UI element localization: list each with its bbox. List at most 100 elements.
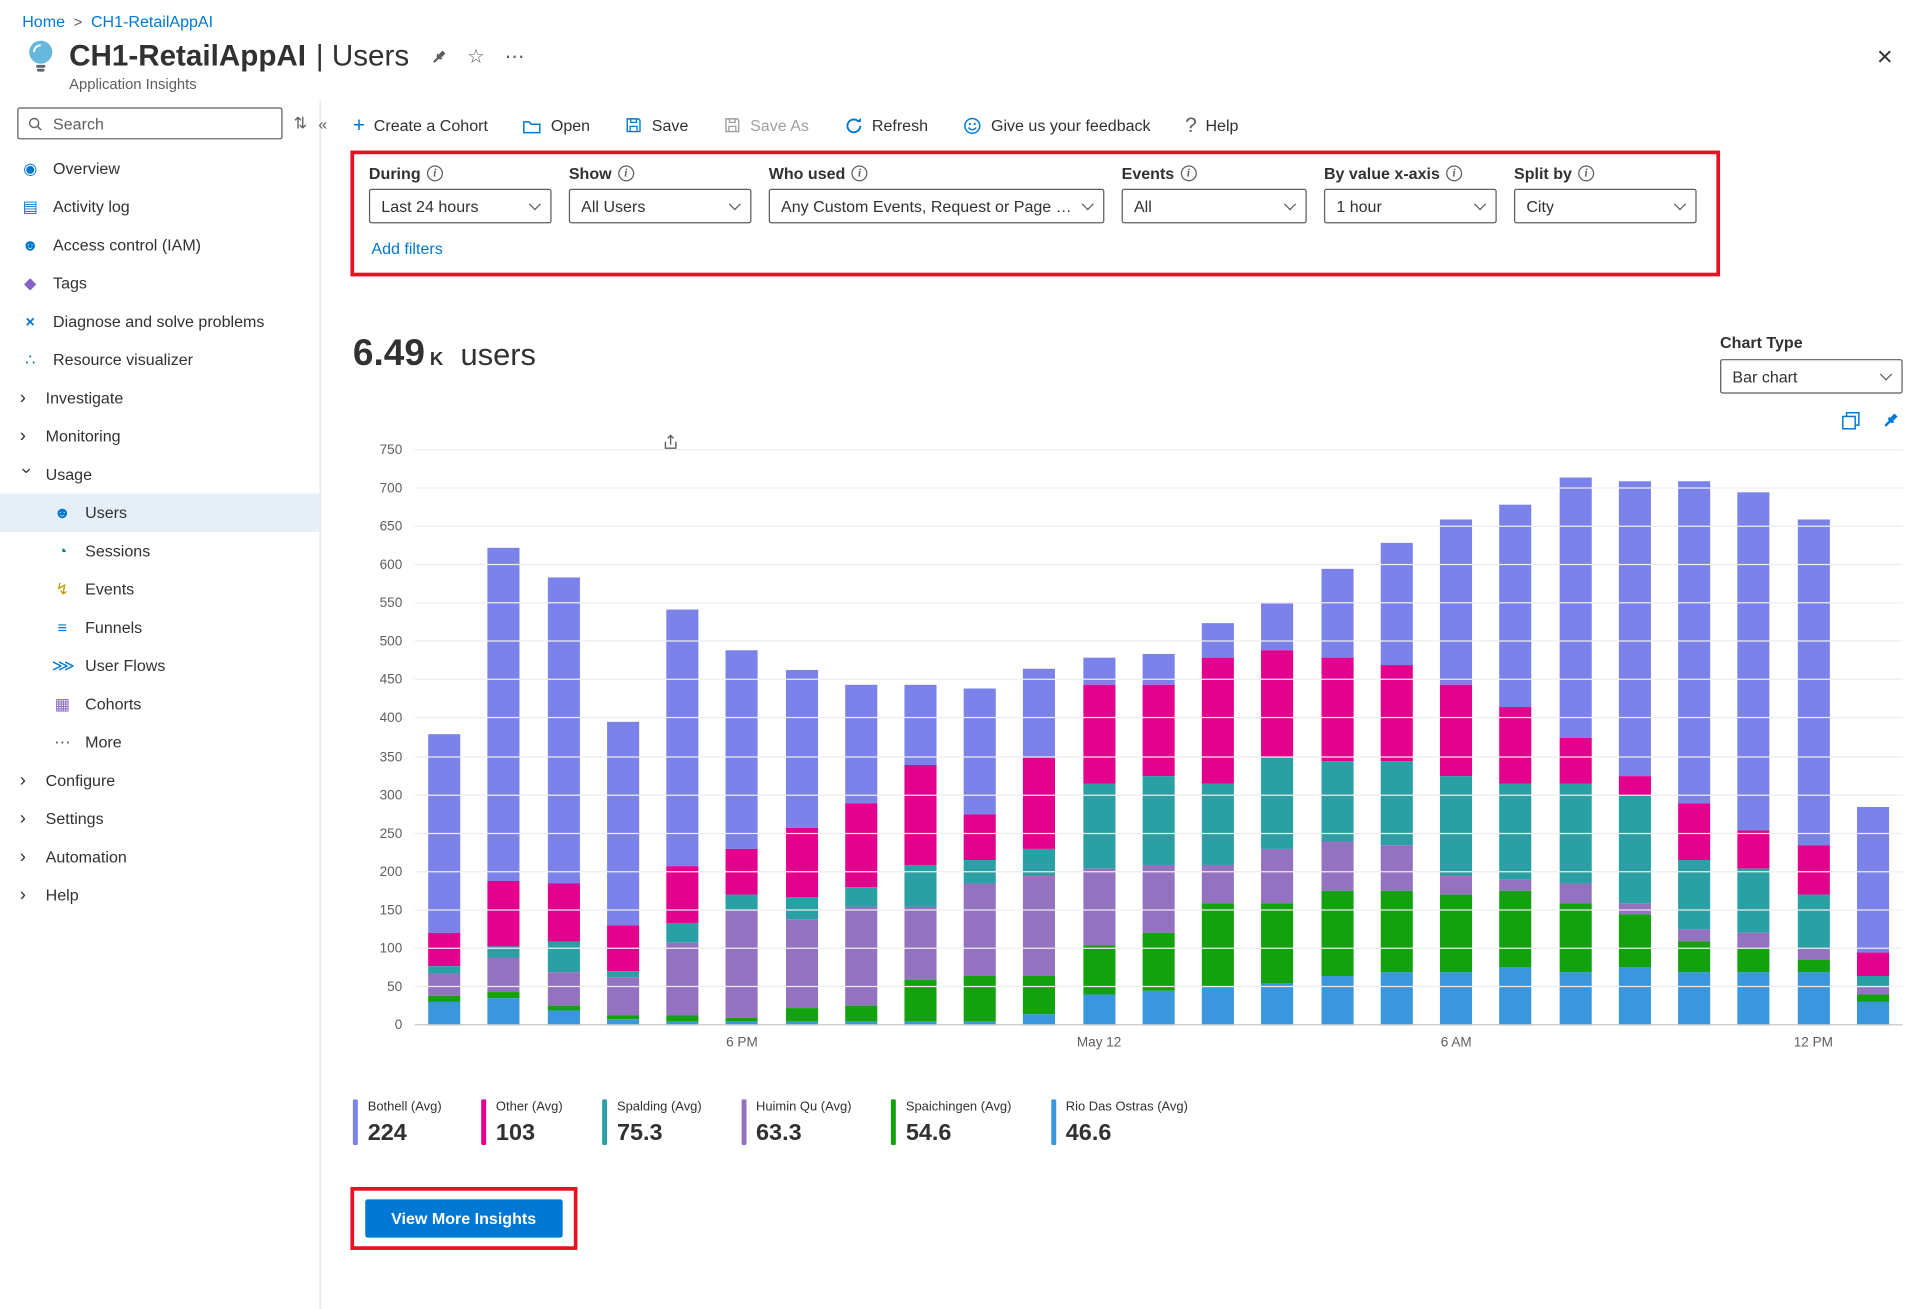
sidebar-item-funnels[interactable]: ≡ Funnels	[0, 608, 320, 646]
help-button[interactable]: ? Help	[1185, 115, 1238, 136]
grid-line	[414, 794, 1903, 796]
info-icon[interactable]: i	[1578, 165, 1595, 182]
bar-segment-rio-das-ostras	[1737, 971, 1770, 1026]
export-chart-icon[interactable]	[661, 433, 680, 452]
bar-segment-bothell	[606, 721, 639, 925]
add-filters-link[interactable]: Add filters	[371, 239, 443, 258]
bar-segment-huimin-qu	[725, 910, 758, 1018]
bar-segment-spaichingen	[1856, 994, 1889, 1003]
bar-segment-other	[1856, 952, 1889, 976]
bar-segment-bothell	[547, 576, 580, 884]
sidebar-item-tags[interactable]: ◆ Tags	[0, 264, 320, 302]
collapse-sidebar-icon[interactable]: «	[318, 114, 328, 133]
save-button[interactable]: Save	[625, 116, 688, 134]
sidebar-item-settings[interactable]: › Settings	[0, 800, 320, 838]
grid-line	[414, 640, 1903, 643]
y-axis-tick-label: 250	[379, 826, 403, 842]
sidebar-item-usage[interactable]: › Usage	[0, 455, 320, 493]
x-axis-tick-label: 6 PM	[726, 1035, 758, 1051]
sidebar-item-sessions[interactable]: ◔ Sessions	[0, 532, 320, 570]
filter-dropdown-who-used[interactable]: Any Custom Events, Request or Page View	[768, 188, 1105, 224]
bar-segment-other	[1142, 684, 1175, 777]
info-icon[interactable]: i	[851, 165, 868, 182]
sidebar-item-automation[interactable]: › Automation	[0, 838, 320, 876]
view-more-insights-button[interactable]: View More Insights	[365, 1199, 563, 1238]
legend-series-name: Other (Avg)	[495, 1099, 563, 1115]
sidebar-item-access-control-iam[interactable]: ☻ Access control (IAM)	[0, 226, 320, 264]
chevron-right-icon: ›	[19, 425, 26, 447]
sidebar-item-monitoring[interactable]: › Monitoring	[0, 417, 320, 455]
grid-line	[414, 717, 1903, 719]
sidebar-item-investigate[interactable]: › Investigate	[0, 379, 320, 417]
info-icon[interactable]: i	[1180, 165, 1197, 182]
legend-series-average: 224	[367, 1120, 407, 1147]
bar-segment-bothell	[1499, 504, 1532, 708]
chart-type-dropdown[interactable]: Bar chart	[1720, 359, 1903, 394]
bar-segment-huimin-qu	[666, 942, 699, 1016]
search-input[interactable]	[50, 112, 273, 134]
legend-text: Spaichingen (Avg) 54.6	[906, 1099, 1012, 1145]
bar-segment-other	[666, 865, 699, 924]
bar-segment-spalding	[785, 896, 818, 920]
toolbar-button-label: Give us your feedback	[990, 115, 1151, 135]
chart-bar	[487, 450, 520, 1026]
pin-chart-icon[interactable]	[1880, 411, 1900, 431]
events-icon: ↯	[55, 579, 70, 598]
sidebar-item-configure[interactable]: › Configure	[0, 761, 320, 799]
open-button[interactable]: Open	[522, 115, 590, 135]
bar-segment-huimin-qu	[606, 977, 639, 1016]
refresh-button[interactable]: Refresh	[843, 115, 928, 135]
filter-dropdown-by-value-x-axis[interactable]: 1 hour	[1323, 188, 1497, 224]
sidebar-item-diagnose-and-solve-problems[interactable]: × Diagnose and solve problems	[0, 302, 320, 340]
sidebar-item-resource-visualizer[interactable]: ∴ Resource visualizer	[0, 341, 320, 379]
filter-label-text: Split by	[1513, 164, 1572, 183]
breadcrumb-link-ch1-retailappai[interactable]: CH1-RetailAppAI	[90, 12, 214, 31]
info-icon[interactable]: i	[1446, 165, 1463, 182]
legend-item-other: Other (Avg) 103	[481, 1099, 563, 1146]
create-a-cohort-button[interactable]: + Create a Cohort	[353, 115, 488, 136]
give-us-your-feedback-button[interactable]: Give us your feedback	[963, 115, 1151, 135]
bar-segment-huimin-qu	[1321, 841, 1354, 892]
bar-segment-bothell	[1618, 481, 1651, 777]
bar-segment-spalding	[1797, 895, 1830, 949]
sort-icon[interactable]: ⇅	[293, 113, 308, 133]
sidebar-item-cohorts[interactable]: ▦ Cohorts	[0, 685, 320, 723]
filter-dropdown-events[interactable]: All	[1121, 188, 1307, 224]
bar-segment-other	[1082, 684, 1116, 784]
bar-segment-spalding	[1618, 795, 1651, 903]
legend-color-stripe	[481, 1099, 487, 1146]
ellipsis-icon[interactable]: ⋯	[504, 46, 525, 68]
pin-icon[interactable]	[429, 48, 448, 67]
plus-icon: +	[352, 113, 366, 137]
bar-segment-bothell	[904, 684, 937, 765]
close-icon[interactable]: ×	[1876, 40, 1893, 72]
filter-dropdown-split-by[interactable]: City	[1513, 188, 1697, 224]
y-axis-tick-label: 200	[379, 864, 403, 880]
bar-segment-spaichingen	[1737, 948, 1770, 972]
copy-chart-icon[interactable]	[1841, 411, 1861, 431]
filter-label-text: Who used	[768, 164, 846, 183]
sidebar-item-more[interactable]: ⋯ More	[0, 723, 320, 761]
info-icon[interactable]: i	[426, 165, 443, 182]
chevron-right-icon: ›	[19, 808, 26, 830]
user-flows-icon: ⋙	[51, 655, 75, 675]
sidebar-item-activity-log[interactable]: ▤ Activity log	[0, 188, 320, 226]
sidebar-item-users[interactable]: ☻ Users	[0, 493, 320, 532]
grid-line	[414, 985, 1903, 988]
sidebar-item-events[interactable]: ↯ Events	[0, 570, 320, 608]
sidebar-item-label: Funnels	[85, 618, 143, 637]
star-icon[interactable]: ☆	[467, 46, 485, 68]
toolbar-button-label: Help	[1205, 115, 1239, 135]
activity-log-icon: ▤	[22, 196, 38, 216]
sidebar: ⇅ « ◉ Overview ▤ Activity log ☻ Access contro…	[0, 99, 327, 1309]
sidebar-item-overview[interactable]: ◉ Overview	[0, 149, 320, 187]
breadcrumb-link-home[interactable]: Home	[22, 12, 66, 31]
more-icon: ⋯	[54, 732, 71, 751]
save-as-button[interactable]: Save As	[723, 116, 809, 134]
sidebar-item-help[interactable]: › Help	[0, 876, 320, 914]
bar-segment-spaichingen	[1559, 902, 1592, 972]
filter-dropdown-during[interactable]: Last 24 hours	[368, 188, 552, 224]
info-icon[interactable]: i	[617, 165, 634, 182]
sidebar-item-user-flows[interactable]: ⋙ User Flows	[0, 647, 320, 685]
filter-dropdown-show[interactable]: All Users	[568, 188, 752, 224]
